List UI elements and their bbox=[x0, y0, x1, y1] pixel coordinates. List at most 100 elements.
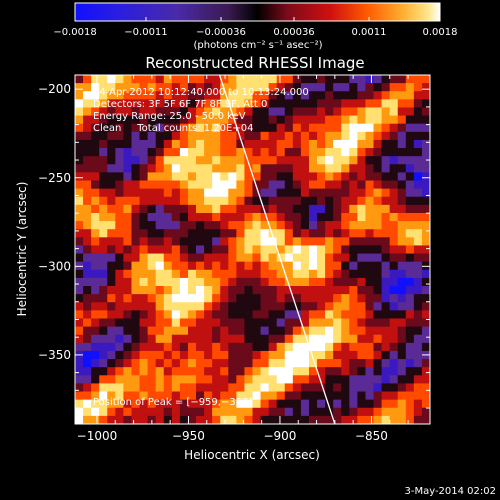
heatmap-cell bbox=[139, 123, 149, 133]
heatmap-cell bbox=[155, 383, 165, 393]
heatmap-cell bbox=[357, 269, 367, 279]
heatmap-cell bbox=[155, 107, 165, 117]
heatmap-cell bbox=[276, 318, 286, 328]
heatmap-cell bbox=[284, 123, 294, 133]
heatmap-cell bbox=[99, 269, 108, 279]
heatmap-cell bbox=[252, 286, 262, 295]
heatmap-cell bbox=[292, 212, 302, 222]
heatmap-cell bbox=[204, 245, 213, 255]
heatmap-cell bbox=[268, 261, 278, 271]
heatmap-cell bbox=[91, 91, 100, 100]
heatmap-cell bbox=[139, 407, 149, 417]
heatmap-cell bbox=[268, 139, 278, 149]
heatmap-cell bbox=[260, 107, 270, 117]
heatmap-cell bbox=[373, 375, 383, 385]
heatmap-cell bbox=[381, 302, 391, 311]
heatmap-cell bbox=[139, 245, 149, 255]
heatmap-cell bbox=[341, 115, 350, 125]
heatmap-cell bbox=[284, 204, 294, 214]
heatmap-cell bbox=[357, 310, 367, 320]
heatmap-cell bbox=[389, 318, 399, 328]
heatmap-cell bbox=[75, 131, 84, 141]
heatmap-cell bbox=[220, 269, 229, 279]
heatmap-cell bbox=[83, 99, 92, 109]
heatmap-cell bbox=[107, 229, 116, 238]
heatmap-cell bbox=[75, 334, 84, 344]
heatmap-cell bbox=[300, 188, 310, 198]
heatmap-cell bbox=[317, 359, 326, 368]
heatmap-cell bbox=[325, 245, 334, 255]
heatmap-cell bbox=[341, 229, 350, 238]
heatmap-cell bbox=[139, 83, 149, 92]
heatmap-cell bbox=[389, 148, 399, 157]
heatmap-cell bbox=[179, 180, 189, 190]
heatmap-cell bbox=[204, 75, 213, 84]
heatmap-cell bbox=[147, 407, 157, 417]
heatmap-cell bbox=[83, 75, 92, 84]
heatmap-cell bbox=[107, 83, 116, 92]
heatmap-cell bbox=[91, 196, 100, 206]
heatmap-cell bbox=[300, 131, 310, 141]
heatmap-cell bbox=[179, 172, 189, 182]
heatmap-cell bbox=[373, 415, 383, 424]
heatmap-cell bbox=[260, 123, 270, 133]
heatmap-cell bbox=[349, 367, 358, 376]
heatmap-cell bbox=[83, 139, 92, 149]
heatmap-cell bbox=[357, 407, 367, 417]
heatmap-cell bbox=[373, 123, 383, 133]
heatmap-cell bbox=[163, 334, 173, 344]
heatmap-cell bbox=[187, 326, 197, 336]
heatmap-cell bbox=[397, 172, 407, 182]
heatmap-cell bbox=[365, 188, 375, 198]
heatmap-cell bbox=[284, 156, 294, 165]
heatmap-cell bbox=[373, 269, 383, 279]
heatmap-cell bbox=[413, 83, 423, 92]
heatmap-cell bbox=[308, 318, 318, 328]
heatmap-cell bbox=[91, 334, 100, 344]
heatmap-cell bbox=[196, 180, 205, 190]
heatmap-cell bbox=[317, 261, 326, 271]
heatmap-cell bbox=[212, 318, 221, 328]
heatmap-cell bbox=[220, 383, 229, 393]
colorbar-tick-label: −0.0011 bbox=[124, 27, 167, 38]
heatmap-cell bbox=[187, 107, 197, 117]
heatmap-cell bbox=[187, 294, 197, 303]
heatmap-cell bbox=[236, 107, 246, 117]
heatmap-cell bbox=[357, 91, 367, 100]
heatmap-cell bbox=[405, 367, 415, 376]
heatmap-cell bbox=[107, 277, 116, 287]
heatmap-cell bbox=[268, 350, 278, 360]
heatmap-cell bbox=[405, 261, 415, 271]
heatmap-cell bbox=[139, 212, 149, 222]
heatmap-cell bbox=[204, 318, 213, 328]
heatmap-cell bbox=[115, 399, 125, 409]
heatmap-cell bbox=[325, 212, 334, 222]
heatmap-cell bbox=[204, 107, 213, 117]
heatmap-cell bbox=[147, 253, 157, 263]
heatmap-cell bbox=[236, 359, 246, 368]
heatmap-cell bbox=[284, 99, 294, 109]
heatmap-cell bbox=[413, 107, 423, 117]
heatmap-cell bbox=[292, 83, 302, 92]
heatmap-cell bbox=[155, 302, 165, 311]
heatmap-cell bbox=[196, 245, 205, 255]
heatmap-cell bbox=[155, 229, 165, 238]
heatmap-cell bbox=[187, 342, 197, 352]
heatmap-cell bbox=[397, 383, 407, 393]
heatmap-cell bbox=[365, 164, 375, 173]
heatmap-cell bbox=[75, 196, 84, 206]
heatmap-cell bbox=[413, 277, 423, 287]
heatmap-cell bbox=[187, 367, 197, 376]
heatmap-cell bbox=[292, 375, 302, 385]
heatmap-cell bbox=[99, 383, 108, 393]
heatmap-cell bbox=[155, 91, 165, 100]
heatmap-cell bbox=[300, 294, 310, 303]
heatmap-cell bbox=[405, 131, 415, 141]
heatmap-cell bbox=[300, 204, 310, 214]
heatmap-cell bbox=[397, 123, 407, 133]
heatmap-cell bbox=[397, 196, 407, 206]
heatmap-cell bbox=[373, 156, 383, 165]
heatmap-cell bbox=[212, 148, 221, 157]
heatmap-cell bbox=[220, 196, 229, 206]
heatmap-cell bbox=[341, 237, 350, 247]
